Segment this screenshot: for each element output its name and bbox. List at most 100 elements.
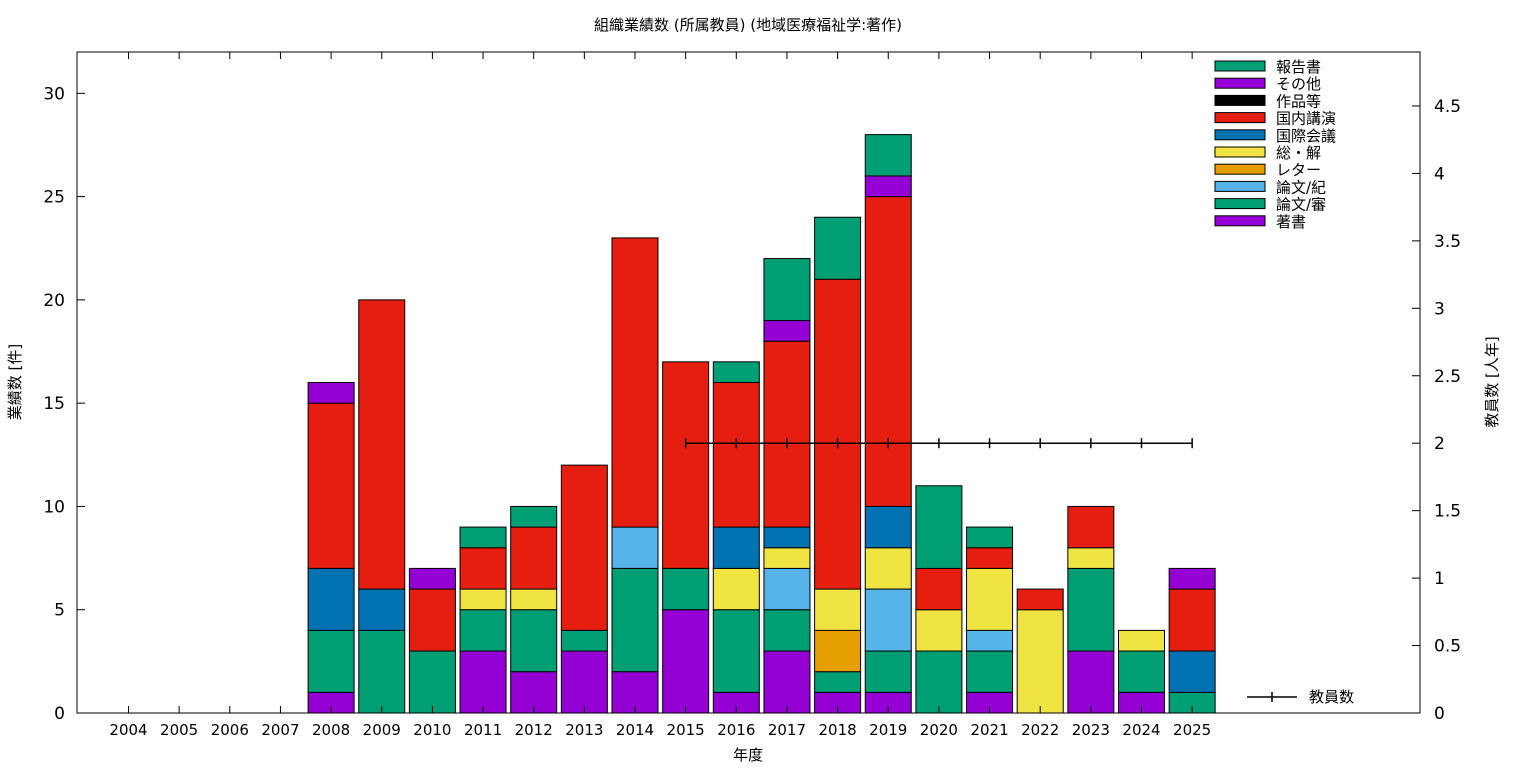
y2-tick-label-4: 4: [1434, 164, 1445, 184]
bar-2014-series-1: [611, 567, 659, 673]
bar-2017-series-6: [763, 340, 811, 528]
legend-swatch-1: [1214, 77, 1266, 89]
bar-2025-series-6: [1168, 588, 1216, 652]
x-tick-label-2005: 2005: [160, 721, 198, 739]
x-tick-label-2013: 2013: [565, 721, 603, 739]
bar-2012-series-4: [510, 588, 558, 611]
x-tick-label-2010: 2010: [413, 721, 451, 739]
legend-label-6: レター: [1276, 161, 1321, 179]
bar-2015-series-1: [662, 567, 710, 611]
bar-2009-series-6: [358, 299, 406, 590]
y-tick-label-10: 10: [43, 497, 65, 517]
bar-2008-series-1: [307, 629, 355, 693]
bar-2017-series-1: [763, 609, 811, 652]
bar-2011-series-0: [459, 650, 507, 714]
x-axis-title: 年度: [733, 746, 763, 764]
bar-2011-series-6: [459, 547, 507, 590]
bar-2023-series-0: [1067, 650, 1115, 714]
bar-2013-series-0: [560, 650, 608, 714]
bar-2012-series-6: [510, 526, 558, 590]
x-tick-label-2009: 2009: [363, 721, 401, 739]
legend-label-7: 論文/紀: [1276, 178, 1326, 196]
legend-label-8: 論文/審: [1276, 196, 1326, 214]
bar-2015-series-6: [662, 361, 710, 569]
legend-label-2: 作品等: [1276, 92, 1321, 110]
bar-2021-series-2: [966, 629, 1014, 652]
bar-2025-series-8: [1168, 567, 1216, 590]
bar-2008-series-6: [307, 402, 355, 569]
bar-2018-series-3: [814, 629, 862, 673]
x-tick-label-2012: 2012: [515, 721, 553, 739]
legend-line-label: 教員数: [1309, 688, 1354, 706]
bar-2012-series-1: [510, 609, 558, 673]
legend-swatch-8: [1214, 198, 1266, 210]
x-tick-label-2016: 2016: [717, 721, 755, 739]
x-tick-label-2025: 2025: [1173, 721, 1211, 739]
bar-2017-series-2: [763, 567, 811, 611]
y2-axis-title: 教員数 [人年]: [1483, 336, 1501, 427]
bar-2013-series-1: [560, 629, 608, 652]
bar-2017-series-5: [763, 526, 811, 549]
bar-2020-series-9: [915, 485, 963, 569]
bar-2019-series-6: [864, 196, 912, 507]
y2-tick-label-3.5: 3.5: [1434, 232, 1461, 252]
legend-label-3: 国内講演: [1276, 110, 1336, 128]
bar-2015-series-0: [662, 609, 710, 714]
x-tick-label-2015: 2015: [667, 721, 705, 739]
legend-swatch-6: [1214, 163, 1266, 175]
bar-2017-series-8: [763, 320, 811, 342]
bar-2018-series-1: [814, 671, 862, 693]
bar-2019-series-4: [864, 547, 912, 590]
legend-label-0: 報告書: [1276, 58, 1321, 76]
bar-2019-series-9: [864, 134, 912, 177]
x-tick-label-2006: 2006: [211, 721, 249, 739]
y-tick-label-15: 15: [43, 394, 65, 414]
x-tick-label-2020: 2020: [920, 721, 958, 739]
y-tick-label-5: 5: [54, 601, 65, 621]
bar-2008-series-8: [307, 382, 355, 404]
y2-tick-label-4.5: 4.5: [1434, 97, 1461, 117]
y2-tick-label-2: 2: [1434, 434, 1445, 454]
x-tick-label-2008: 2008: [312, 721, 350, 739]
bar-2016-series-9: [712, 361, 760, 383]
bar-2010-series-8: [408, 567, 456, 590]
bar-2018-series-4: [814, 588, 862, 631]
bar-2016-series-6: [712, 382, 760, 528]
x-tick-label-2021: 2021: [970, 721, 1008, 739]
bar-2023-series-6: [1067, 505, 1115, 549]
bar-2011-series-9: [459, 526, 507, 549]
bars-layer: [307, 134, 1216, 714]
bar-2024-series-4: [1118, 629, 1165, 652]
bar-2024-series-1: [1118, 650, 1165, 693]
bar-2023-series-4: [1067, 547, 1115, 569]
bar-2017-series-9: [763, 258, 811, 322]
y2-tick-label-1: 1: [1434, 569, 1445, 589]
bar-2010-series-6: [408, 588, 456, 652]
legend-swatch-9: [1214, 215, 1266, 227]
y-tick-label-20: 20: [43, 291, 65, 311]
y-tick-label-25: 25: [43, 188, 65, 208]
bar-2012-series-9: [510, 505, 558, 528]
y2-tick-label-3: 3: [1434, 299, 1445, 319]
legend-swatch-3: [1214, 112, 1266, 124]
x-tick-label-2007: 2007: [261, 721, 299, 739]
bar-2019-series-2: [864, 588, 912, 652]
legend-swatch-2: [1214, 94, 1266, 106]
x-tick-label-2004: 2004: [109, 721, 147, 739]
bar-2016-series-5: [712, 526, 760, 569]
bar-2022-series-6: [1016, 588, 1064, 611]
legend-swatch-0: [1214, 60, 1266, 72]
bar-2014-series-2: [611, 526, 659, 569]
legend-swatch-7: [1214, 180, 1266, 192]
bar-2017-series-4: [763, 547, 811, 569]
y2-tick-label-0.5: 0.5: [1434, 637, 1461, 657]
x-tick-label-2018: 2018: [819, 721, 857, 739]
bar-2017-series-0: [763, 650, 811, 714]
bar-2011-series-1: [459, 609, 507, 652]
bar-2021-series-6: [966, 547, 1014, 569]
bar-2019-series-1: [864, 650, 912, 693]
bar-2019-series-5: [864, 505, 912, 549]
y-tick-label-30: 30: [43, 84, 65, 104]
